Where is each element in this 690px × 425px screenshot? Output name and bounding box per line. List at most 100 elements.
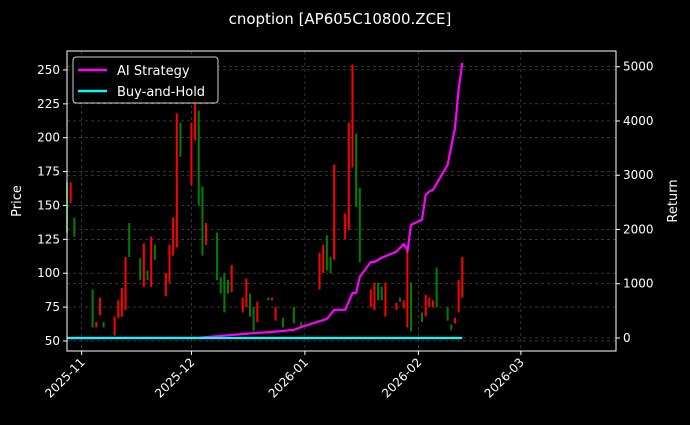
candle-body <box>223 273 226 313</box>
candle <box>274 307 277 321</box>
candle-body <box>197 110 200 206</box>
candle-body <box>384 282 387 317</box>
candle-body <box>139 258 142 280</box>
candle <box>249 293 251 317</box>
candle-body <box>281 317 284 328</box>
candle-body <box>399 297 402 302</box>
y-tick-label: 125 <box>37 232 60 246</box>
candle <box>410 282 413 332</box>
candle-body <box>424 294 427 317</box>
candle <box>113 316 116 336</box>
candle-body <box>120 288 123 317</box>
candle-body <box>201 186 204 256</box>
y-tick-label: 200 <box>37 131 60 145</box>
candle <box>128 223 131 257</box>
candle-body <box>227 279 230 294</box>
series-lines <box>66 62 464 340</box>
candle <box>197 110 200 206</box>
candle-body <box>318 252 321 290</box>
candle-body <box>453 317 456 324</box>
candle <box>270 297 273 301</box>
candle-body <box>175 113 178 248</box>
candle <box>281 317 284 328</box>
candle <box>344 213 347 240</box>
candle-body <box>150 236 153 287</box>
y-tick-label: 50 <box>45 334 60 348</box>
candle <box>139 258 142 280</box>
candle <box>102 322 105 328</box>
candle-body <box>461 256 464 298</box>
candle-body <box>194 102 197 141</box>
legend-label-ai-strategy: AI Strategy <box>117 64 190 79</box>
candle-body <box>395 303 398 310</box>
candle <box>227 279 230 294</box>
candle-body <box>300 322 303 328</box>
candle-body <box>435 267 438 308</box>
candle-body <box>245 278 248 308</box>
candle <box>369 289 372 308</box>
candle-body <box>241 297 244 313</box>
y2-tick-label: 5000 <box>623 60 654 74</box>
candle-body <box>322 244 325 274</box>
candle <box>384 282 387 317</box>
y2-tick-label: 2000 <box>623 222 654 236</box>
candle-body <box>344 213 347 240</box>
y-tick-label: 75 <box>45 300 60 314</box>
legend: AI Strategy Buy-and-Hold <box>72 56 219 104</box>
candle <box>461 256 464 298</box>
candle <box>333 164 336 260</box>
candle-body <box>69 182 72 203</box>
candle <box>91 289 94 328</box>
y-tick-label: 150 <box>37 198 60 212</box>
candle <box>358 187 361 263</box>
candle <box>267 297 270 301</box>
candle-body <box>142 243 145 287</box>
series-line-ai-strategy <box>66 62 464 340</box>
candle <box>201 186 204 256</box>
candle-body <box>402 300 405 309</box>
candle <box>432 300 434 308</box>
candle <box>322 244 325 274</box>
candle-body <box>179 122 182 157</box>
y2-tick-label: 4000 <box>623 114 654 128</box>
legend-label-buy-and-hold: Buy-and-Hold <box>117 85 205 100</box>
y-tick-label: 175 <box>37 165 60 179</box>
candle-body <box>256 301 259 323</box>
candle <box>219 277 222 294</box>
candle-body <box>216 232 219 280</box>
candle-body <box>274 307 277 321</box>
candle <box>205 223 208 245</box>
candle-body <box>205 223 208 245</box>
y-tick-label: 225 <box>37 97 60 111</box>
candle <box>168 244 171 283</box>
candle <box>292 307 295 324</box>
candle <box>347 122 350 230</box>
candle-body <box>249 293 251 317</box>
candle-body <box>347 122 350 230</box>
candle-body <box>102 322 105 328</box>
candle <box>446 307 449 321</box>
candle <box>377 282 380 301</box>
candle-body <box>428 297 431 308</box>
candle-body <box>457 279 460 313</box>
candle <box>380 286 383 301</box>
y2-tick-label: 3000 <box>623 168 654 182</box>
candle <box>252 307 255 332</box>
candle-body <box>432 300 434 308</box>
candle <box>325 235 328 271</box>
candle <box>351 64 354 168</box>
candle <box>395 303 398 310</box>
candle-body <box>373 282 376 310</box>
candle <box>329 256 332 274</box>
candle <box>124 256 127 310</box>
candle <box>223 273 226 313</box>
candle-body <box>410 282 413 332</box>
candle-body <box>329 256 332 274</box>
candle-body <box>351 64 354 168</box>
candle <box>216 232 219 280</box>
candle <box>457 279 460 313</box>
candle <box>241 297 244 313</box>
candle <box>402 300 405 309</box>
candle <box>69 182 72 203</box>
y2-axis-label: Return <box>666 179 681 222</box>
